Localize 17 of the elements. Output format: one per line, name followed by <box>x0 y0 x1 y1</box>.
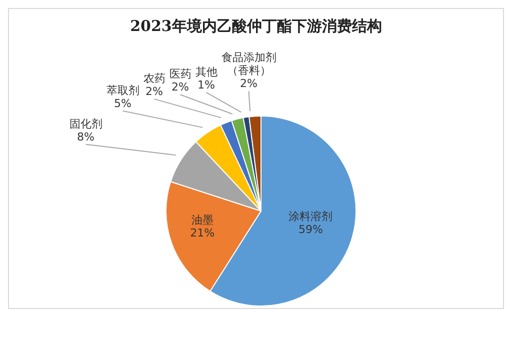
data-label: 59% <box>298 222 323 236</box>
data-label: 2% <box>172 80 190 94</box>
data-label: 5% <box>114 96 132 110</box>
data-label: 8% <box>77 130 95 144</box>
slice-label: 萃取剂 <box>106 84 140 97</box>
slice-label: 油墨 <box>191 213 214 226</box>
slice-label: 医药 <box>169 68 192 81</box>
data-label: 2% <box>240 77 258 90</box>
slice-label: 其他 <box>195 65 218 78</box>
data-label: 21% <box>190 226 215 240</box>
data-label: 1% <box>198 78 216 92</box>
chart-title: 2023年境内乙酸仲丁酯下游消费结构 <box>129 16 383 36</box>
slice-label: 农药 <box>143 72 166 86</box>
slice-label: 食品添加剂（香料） <box>221 51 276 78</box>
slice-label: 涂料溶剂 <box>288 210 333 223</box>
data-label: 2% <box>146 85 164 98</box>
slice-label: 固化剂 <box>69 117 102 130</box>
